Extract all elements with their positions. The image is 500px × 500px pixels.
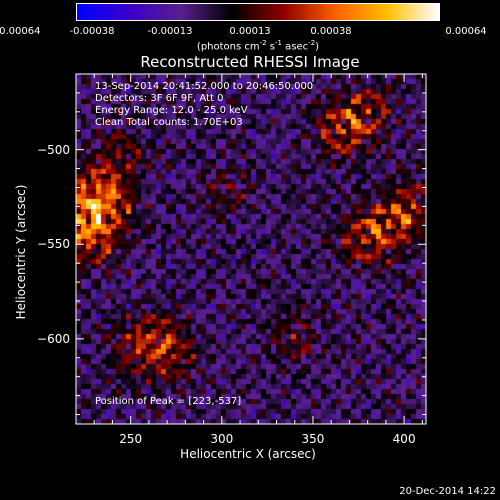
heatmap-image (76, 74, 426, 424)
colorbar-tick-label: 0.00064 (445, 26, 487, 37)
plot-frame (75, 73, 427, 425)
heatmap-container (76, 74, 426, 424)
colorbar-tick-label: 0.00013 (229, 26, 271, 37)
colorbar-tick-label: -0.00064 (0, 26, 41, 37)
y-tick-label: −500 (37, 142, 70, 157)
chart-title: Reconstructed RHESSI Image (140, 53, 360, 71)
x-tick-label: 300 (210, 432, 234, 446)
x-tick-label: 400 (392, 432, 416, 446)
x-tick-label: 250 (119, 432, 143, 446)
colorbar (76, 3, 440, 21)
colorbar-gradient (77, 4, 439, 20)
x-axis-label: Heliocentric X (arcsec) (180, 447, 316, 461)
annotation-energy-range: Energy Range: 12.0 - 25.0 keV (95, 105, 248, 116)
annotation-time-range: 13-Sep-2014 20:41:52.000 to 20:46:50.000 (95, 81, 314, 92)
annotation-peak-position: Position of Peak = [223,-537] (95, 396, 242, 407)
axis-tick-marks (76, 73, 426, 424)
y-tick-label: −600 (37, 331, 70, 346)
annotation-clean-counts: Clean Total counts: 1.70E+03 (95, 117, 243, 128)
annotation-detectors: Detectors: 3F 6F 9F, Att 0 (95, 93, 224, 104)
colorbar-tick-label: -0.00038 (69, 26, 115, 37)
colorbar-tick-label: -0.00013 (147, 26, 193, 37)
footer-timestamp: 20-Dec-2014 14:22 (399, 486, 496, 497)
colorbar-units-label: (photons cm-2 s-1 asec-2) (196, 39, 320, 53)
y-tick-label: −550 (37, 237, 70, 252)
x-tick-label: 350 (301, 432, 325, 446)
colorbar-tick-label: 0.00038 (310, 26, 352, 37)
y-axis-label: Heliocentric Y (arcsec) (14, 184, 28, 320)
